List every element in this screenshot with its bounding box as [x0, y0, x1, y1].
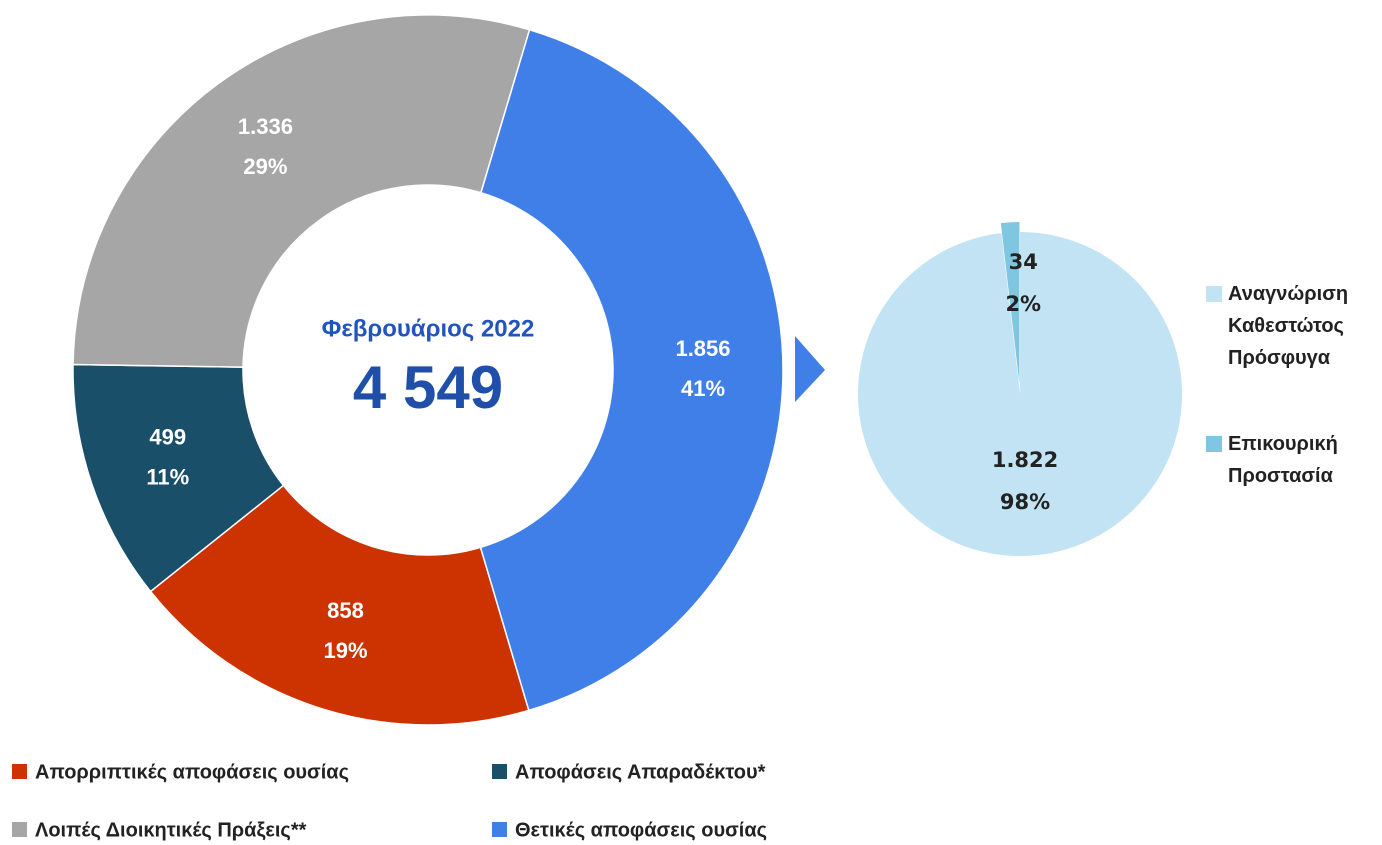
percent-label: 98%	[1000, 490, 1050, 514]
legend-label: Αποφάσεις Απαραδέκτου*	[515, 761, 766, 783]
percent-label: 19%	[324, 638, 368, 663]
pie-slice	[858, 232, 1182, 556]
percent-label: 2%	[1005, 292, 1041, 316]
legend-swatch	[1206, 286, 1222, 302]
donut-segment	[72, 14, 531, 368]
value-label: 1.822	[992, 448, 1058, 472]
center-title: Φεβρουάριος 2022	[322, 315, 535, 342]
value-label: 34	[1009, 250, 1038, 274]
legend-swatch	[12, 822, 27, 837]
legend-swatch	[12, 764, 27, 779]
value-label: 499	[149, 425, 186, 450]
percent-label: 41%	[681, 376, 725, 401]
legend-label: Θετικές αποφάσεις ουσίας	[515, 819, 767, 841]
legend-label: Λοιπές Διοικητικές Πράξεις**	[35, 819, 307, 841]
legend-label: Απορριπτικές αποφάσεις ουσίας	[35, 761, 349, 783]
center-total: 4 549	[353, 354, 503, 421]
legend-swatch	[492, 764, 507, 779]
legend-label: Αναγνώριση Καθεστώτος Πρόσφυγα	[1228, 283, 1349, 369]
percent-label: 11%	[146, 465, 189, 490]
legend-item: Αναγνώριση Καθεστώτος Πρόσφυγα	[1206, 278, 1382, 374]
value-label: 858	[327, 598, 364, 623]
pie-slice	[1000, 222, 1020, 385]
legend-swatch	[1206, 436, 1222, 452]
legend-swatch	[492, 822, 507, 837]
donut-segment	[479, 28, 784, 712]
value-label: 1.336	[238, 114, 293, 139]
connector-arrow	[795, 336, 825, 402]
legend-item: Επικουρική Προστασία	[1206, 428, 1382, 492]
legend-label: Επικουρική Προστασία	[1228, 433, 1338, 487]
percent-label: 29%	[243, 154, 287, 179]
value-label: 1.856	[675, 336, 730, 361]
donut-segment	[149, 484, 530, 726]
